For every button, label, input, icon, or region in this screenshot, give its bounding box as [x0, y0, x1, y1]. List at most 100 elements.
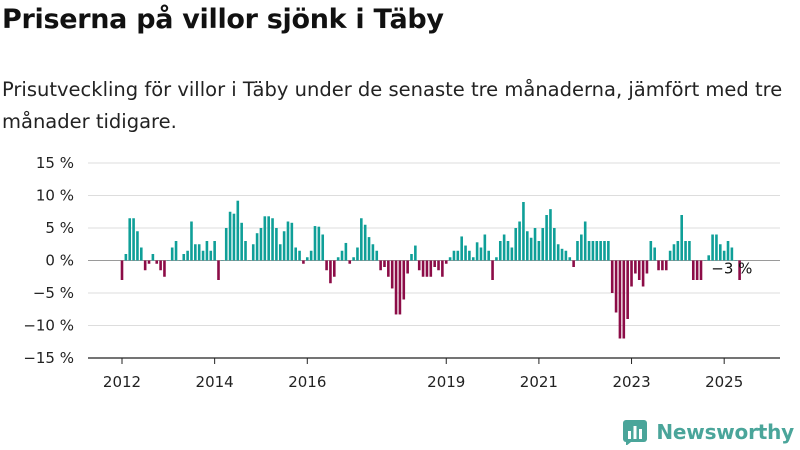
bar: [664, 260, 668, 271]
bar: [695, 260, 699, 280]
bar: [707, 255, 711, 261]
bar: [375, 250, 379, 261]
bar: [487, 250, 490, 261]
newsworthy-brand: Newsworthy: [622, 418, 794, 446]
bar: [583, 221, 587, 261]
bar: [383, 260, 386, 267]
bar: [120, 260, 124, 280]
y-tick-label: 10 %: [36, 187, 74, 205]
bar: [302, 260, 305, 264]
bar: [572, 260, 575, 267]
bar: [286, 221, 290, 261]
bar: [553, 228, 556, 261]
bar: [313, 226, 317, 261]
bar: [170, 247, 174, 261]
bar: [722, 250, 726, 261]
bar: [498, 241, 502, 261]
bar: [618, 260, 622, 339]
bar: [429, 260, 433, 277]
bar: [340, 250, 344, 261]
bar: [417, 260, 421, 271]
bar: [452, 250, 456, 261]
bar: [151, 254, 155, 261]
bar: [738, 260, 741, 280]
bar: [514, 228, 518, 261]
bar: [433, 260, 436, 267]
bar: [549, 209, 552, 261]
y-tick-label: 5 %: [45, 219, 74, 237]
bar: [661, 260, 664, 271]
bar: [680, 215, 683, 261]
bar: [645, 260, 649, 274]
newsworthy-logo-icon: [623, 420, 648, 445]
bar: [124, 254, 128, 261]
bar: [336, 257, 340, 261]
bar: [699, 260, 703, 280]
bar: [607, 241, 610, 261]
bar: [333, 260, 336, 277]
bar: [610, 260, 614, 293]
y-tick-label: 15 %: [36, 154, 74, 172]
bar: [240, 222, 243, 261]
bar: [522, 202, 525, 261]
bar: [186, 250, 189, 261]
bar: [140, 247, 143, 261]
bar: [371, 244, 375, 261]
bar: [672, 244, 676, 261]
bar: [726, 241, 730, 261]
bar: [379, 260, 382, 271]
bar: [363, 224, 367, 261]
bar: [367, 237, 371, 261]
bar: [232, 213, 236, 261]
bar: [556, 244, 560, 261]
bar: [228, 211, 232, 261]
bar: [545, 215, 548, 261]
bar: [278, 244, 282, 261]
bar: [564, 250, 568, 261]
bar: [244, 241, 247, 261]
bar: [464, 245, 467, 261]
bar: [684, 241, 687, 261]
x-tick-label: 2021: [520, 373, 558, 391]
x-tick-label: 2016: [288, 373, 326, 391]
bar: [529, 237, 533, 261]
bar: [197, 244, 201, 261]
bar: [290, 222, 294, 261]
bar: [360, 218, 363, 261]
bar: [510, 247, 514, 261]
bar: [213, 241, 216, 261]
bar: [599, 241, 602, 261]
bar: [201, 250, 205, 261]
bar: [147, 260, 151, 264]
bar: [174, 241, 178, 261]
bar: [715, 234, 718, 261]
bar: [352, 257, 355, 261]
bar: [205, 241, 209, 261]
bar: [468, 250, 471, 261]
bar: [159, 260, 162, 271]
y-tick-label: 0 %: [45, 252, 74, 270]
bar: [641, 260, 645, 287]
bar: [491, 260, 494, 280]
chart-subtitle: Prisutveckling för villor i Täby under d…: [2, 78, 783, 133]
bar: [537, 241, 541, 261]
bar: [568, 257, 572, 261]
bar: [209, 250, 213, 261]
last-value-label: −3 %: [711, 260, 752, 278]
x-tick-label: 2025: [705, 373, 743, 391]
bar: [190, 221, 193, 261]
bar: [402, 260, 406, 300]
bar: [533, 228, 537, 261]
bar: [591, 241, 595, 261]
bar: [267, 216, 270, 261]
bar: [471, 257, 475, 261]
bar: [657, 260, 660, 271]
bar: [637, 260, 641, 280]
bar: [576, 241, 579, 261]
bar: [649, 241, 653, 261]
bar: [421, 260, 425, 277]
bar: [414, 245, 417, 261]
bar: [390, 260, 394, 289]
bar: [518, 221, 521, 261]
